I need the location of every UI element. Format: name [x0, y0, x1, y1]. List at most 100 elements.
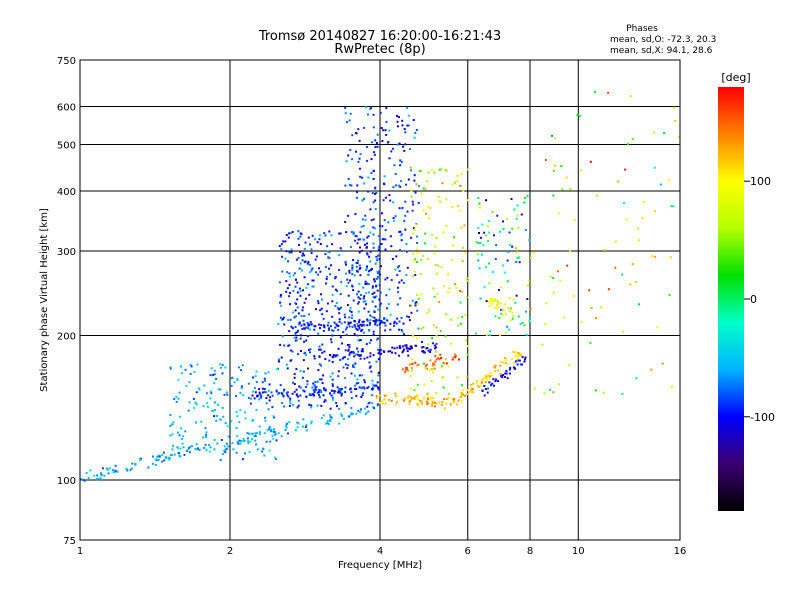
data-point [294, 309, 297, 312]
data-point [433, 171, 436, 174]
data-point [384, 229, 387, 232]
data-point [421, 402, 424, 405]
data-point [303, 327, 306, 330]
data-point [355, 150, 357, 153]
data-point [316, 380, 319, 383]
data-point [466, 353, 469, 356]
data-point [427, 206, 430, 209]
data-point [339, 336, 342, 339]
data-point [370, 370, 373, 373]
data-point [221, 453, 224, 455]
data-point [323, 388, 326, 391]
data-point [308, 271, 311, 274]
x-tick-label: 16 [674, 546, 687, 557]
data-point [271, 406, 274, 409]
data-point [185, 385, 188, 387]
data-point [375, 384, 378, 387]
data-point [321, 351, 324, 354]
data-point [434, 263, 437, 266]
data-point [326, 250, 329, 253]
data-point [614, 240, 617, 243]
data-point [339, 391, 342, 394]
data-point [352, 259, 355, 261]
data-point [289, 303, 291, 306]
data-point [337, 347, 340, 350]
data-point [431, 397, 433, 400]
data-point [366, 405, 369, 408]
data-point [112, 471, 115, 474]
data-point [388, 129, 391, 132]
data-point [456, 376, 459, 379]
data-point [408, 319, 411, 322]
data-point [414, 191, 417, 194]
data-point [330, 264, 332, 267]
data-point [624, 168, 627, 171]
data-point [323, 350, 326, 353]
data-point [344, 328, 347, 331]
data-point [349, 246, 352, 249]
data-point [288, 330, 291, 333]
data-point [374, 320, 377, 323]
data-point [372, 354, 375, 357]
data-point [420, 328, 423, 330]
data-point [80, 478, 83, 481]
data-point [439, 330, 442, 333]
data-point [378, 349, 381, 352]
data-point [403, 128, 406, 130]
data-point [307, 335, 310, 337]
data-point [477, 242, 480, 245]
data-point [252, 376, 254, 379]
data-point [269, 440, 272, 443]
data-point [447, 273, 450, 276]
data-point [193, 406, 196, 409]
data-point [310, 269, 313, 272]
data-point [275, 390, 278, 393]
data-point [338, 232, 341, 235]
data-point [324, 253, 327, 256]
data-point [404, 344, 407, 347]
data-point [325, 278, 328, 280]
data-point [485, 199, 488, 202]
data-point [423, 351, 426, 354]
data-point [400, 239, 403, 242]
data-point [294, 325, 297, 328]
data-point [494, 364, 497, 367]
data-point [488, 301, 491, 304]
data-point [303, 315, 305, 317]
data-point [357, 238, 360, 241]
data-point [415, 396, 418, 399]
data-point [413, 270, 416, 273]
data-point [235, 427, 238, 430]
data-point [347, 281, 350, 284]
data-point [178, 455, 181, 457]
data-point [414, 223, 417, 226]
data-point [545, 302, 548, 305]
data-point [394, 352, 397, 355]
data-point [154, 458, 157, 461]
data-point [355, 388, 358, 391]
data-point [426, 403, 429, 405]
data-point [372, 233, 375, 236]
data-point [324, 399, 326, 402]
data-point [399, 164, 402, 167]
data-point [561, 188, 564, 191]
data-point [231, 442, 234, 445]
data-point [134, 463, 137, 465]
data-point [371, 387, 374, 390]
data-point [505, 372, 508, 375]
data-point [431, 404, 434, 407]
data-point [367, 113, 369, 116]
data-point [407, 114, 410, 117]
data-point [391, 258, 394, 260]
data-point [429, 359, 432, 362]
data-point [275, 439, 278, 442]
data-point [440, 167, 443, 170]
data-point [205, 431, 208, 434]
data-point [264, 372, 267, 375]
data-point [371, 388, 374, 391]
data-point [556, 270, 559, 273]
data-point [308, 403, 311, 406]
data-point [331, 378, 334, 381]
data-point [466, 279, 468, 282]
data-point [506, 377, 509, 380]
